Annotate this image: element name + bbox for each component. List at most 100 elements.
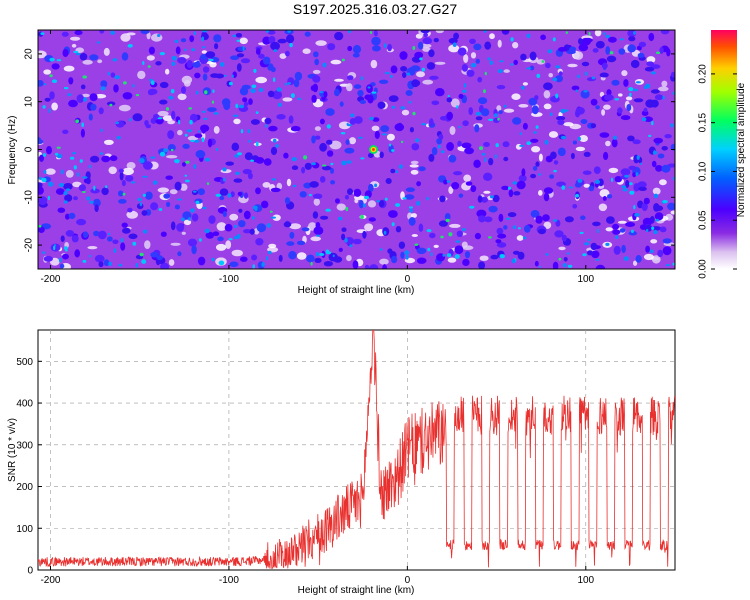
spectrogram-mid-blob [308,193,312,197]
spectrogram-low-blob [489,33,495,40]
spectrogram-mid-blob [346,160,352,164]
spectrogram-low-blob [349,137,356,145]
spectrogram-mid-blob [88,164,92,169]
spectrogram-low-blob [503,108,515,113]
snr-x-ticks: -200 -100 0 100 [40,566,595,586]
spectrogram-blob [194,72,201,79]
spectrogram-blob [642,217,653,227]
spectrogram-blob [353,84,362,89]
spectrogram-blob [644,66,655,72]
spectrogram-mid-blob [115,121,120,125]
spectrogram-low-blob [162,115,174,122]
spectrogram-blob [341,233,346,241]
spectrogram-mid-blob [150,80,155,85]
spectrogram-blob [62,129,69,134]
spectrogram-blob [347,45,353,52]
spectrogram-blob [550,151,557,160]
spectrogram-blob [534,260,539,267]
spectrogram-blob [243,210,251,220]
spectrogram-blob [285,50,290,57]
spectrogram-high-blob [345,206,349,212]
spectrogram-blob [352,44,362,54]
spectrogram-blob [390,168,396,174]
spectrogram-blob [606,55,617,63]
spectrogram-low-blob [364,223,374,232]
spectrogram-blob [378,200,385,208]
spectrogram-blob [255,157,265,164]
spectrogram-mid-blob [611,177,613,182]
spectrogram-low-blob [63,65,75,72]
spectrogram-mid-blob [521,85,525,90]
spectrogram-low-blob [183,80,191,87]
spectrogram-mid-blob [511,258,516,264]
spectrogram-mid-blob [635,172,639,177]
spectrogram-mid-blob [201,36,205,42]
spectrogram-mid-blob [447,94,450,98]
spectrogram-blob [235,33,243,38]
spectrogram-blob [580,89,590,99]
spectrogram-background [38,30,675,269]
spectrogram-low-blob [633,260,638,266]
spectrogram-blob [270,187,281,193]
spectrogram-blob [98,107,104,115]
spectrogram-mid-blob [176,198,183,201]
spectrogram-mid-blob [563,109,569,112]
spectrogram-blob [200,124,210,132]
spectrogram-blob [613,245,621,255]
spectrogram-mid-blob [248,139,251,143]
spectrogram-mid-blob [483,30,487,33]
spectrogram-blob [312,75,321,83]
spectrogram-blob [314,58,320,66]
spectrogram-blob [670,143,675,151]
spectrogram-high-blob [82,75,87,79]
spectrogram-mid-blob [347,30,352,34]
spectrogram-blob [272,90,283,100]
spectrogram-mid-blob [553,169,557,173]
spectrogram-blob [599,132,610,138]
spectrogram-blob [590,123,597,129]
spectrogram-blob [382,264,387,269]
spectrogram-blob [648,32,655,42]
spectrogram-blob [520,53,527,61]
spectrogram-mid-blob [291,157,297,162]
spectrogram-mid-blob [470,62,477,68]
spectrogram-low-blob [279,53,287,59]
spectrogram-blob [569,46,577,52]
spectrogram-mid-blob [495,143,499,148]
spectrogram-mid-blob [619,38,624,41]
spectrogram-blob [251,254,258,261]
spectrogram-low-blob [144,240,151,250]
spectrogram-blob [501,185,509,191]
spectrogram-mid-blob [381,133,388,136]
spectrogram-blob [93,198,101,208]
spectrogram-blob [165,175,173,180]
spectrogram-blob [555,219,561,227]
spectrogram-blob [166,201,171,208]
spectrogram-low-blob [463,174,472,182]
spectrogram-blob [423,32,428,38]
spectrogram-mid-blob [395,170,399,174]
spectrogram-low-blob [183,219,192,226]
spectrogram-mid-blob [234,224,238,229]
spectrogram-blob [630,59,640,69]
spectrogram-blob [448,154,457,163]
spectrogram-blob [247,172,253,180]
spectrogram-blob [268,125,278,132]
spectrogram-blob [261,200,269,209]
spectrogram-blob [531,105,539,115]
spectrogram-blob [160,231,167,237]
spectrogram-blob [122,92,133,100]
spectrogram-mid-blob [462,89,467,93]
spectrogram-blob [304,31,311,37]
spectrogram-y-label: Frequency (Hz) [7,116,18,185]
spectrogram-mid-blob [536,73,541,78]
spectrogram-mid-blob [629,190,635,195]
spectrogram-mid-blob [446,253,452,258]
snr-frame [37,329,676,571]
spectrogram-high-blob [109,103,113,107]
spectrogram-mid-blob [216,147,219,152]
spectrogram-mid-blob [349,244,353,248]
spectrogram-blob [127,207,133,213]
spectrogram-mid-blob [193,31,196,36]
spectrogram-low-blob [538,153,543,162]
